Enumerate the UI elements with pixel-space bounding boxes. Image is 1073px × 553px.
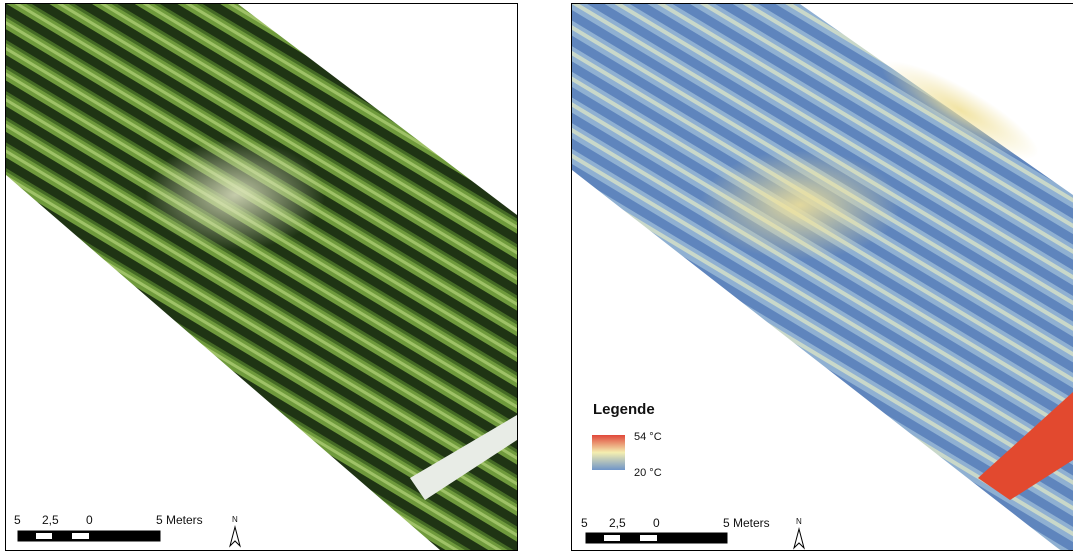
map-shape (72, 533, 89, 539)
scale-label: 5 (14, 513, 21, 527)
north-arrow (794, 529, 804, 548)
scale-label: 2,5 (42, 513, 59, 527)
legend-min: 20 °C (634, 467, 662, 479)
legend-title: Legende (593, 401, 655, 418)
scale-label: 5 Meters (156, 513, 203, 527)
legend-ramp (592, 435, 625, 470)
pale-area (145, 140, 325, 250)
north-arrow (230, 527, 240, 546)
scale-label: 5 Meters (723, 516, 770, 530)
north-label: N (232, 515, 238, 524)
scale-label: 2,5 (609, 516, 626, 530)
maps: Legende 54 °C 20 °C 5 2,5 0 5 Meters N 5… (0, 0, 1073, 553)
map-shape (36, 533, 52, 539)
warm-area (700, 150, 900, 260)
scale-label: 0 (86, 513, 93, 527)
scale-bar (18, 531, 160, 541)
rgb-map (6, 4, 517, 550)
scale-label: 0 (653, 516, 660, 530)
legend-max: 54 °C (634, 431, 662, 443)
map-shape (640, 535, 657, 541)
north-label: N (796, 517, 802, 526)
page: Legende 54 °C 20 °C 5 2,5 0 5 Meters N 5… (0, 0, 1073, 553)
map-shape (604, 535, 620, 541)
scale-label: 5 (581, 516, 588, 530)
scale-bar (586, 533, 727, 543)
